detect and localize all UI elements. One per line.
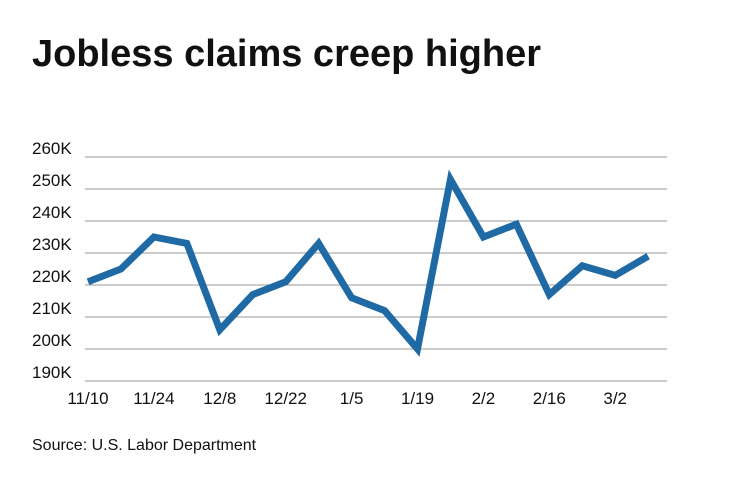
y-tick-label: 260K: [32, 139, 72, 158]
x-tick-label: 12/8: [203, 389, 236, 408]
source: Source: U.S. Labor Department: [32, 437, 257, 454]
x-tick-label: 11/24: [133, 389, 174, 408]
x-tick-label: 1/5: [340, 389, 364, 408]
chart-title: Jobless claims creep higher: [32, 33, 541, 75]
y-tick-label: 230K: [32, 235, 72, 254]
x-tick-label: 1/19: [401, 389, 434, 408]
x-tick-label: 2/16: [533, 389, 566, 408]
x-tick-label: 12/22: [264, 389, 307, 408]
y-tick-label: 240K: [32, 203, 72, 222]
y-tick-label: 220K: [32, 267, 72, 286]
y-tick-label: 210K: [32, 299, 72, 318]
y-tick-label: 200K: [32, 331, 72, 350]
x-tick-label: 11/10: [67, 389, 108, 408]
x-tick-label: 3/2: [603, 389, 627, 408]
y-tick-label: 190K: [32, 363, 72, 382]
x-tick-label: 2/2: [472, 389, 496, 408]
line: [86, 169, 650, 357]
y-tick-label: 250K: [32, 171, 72, 190]
